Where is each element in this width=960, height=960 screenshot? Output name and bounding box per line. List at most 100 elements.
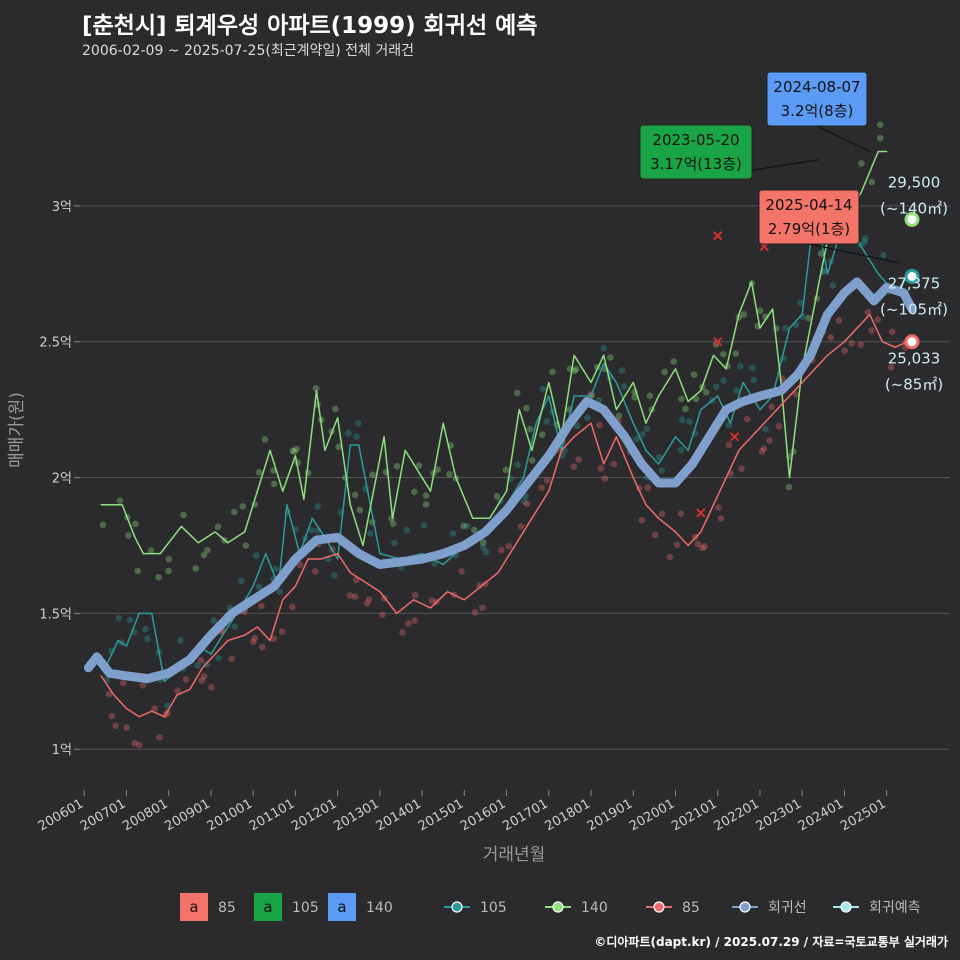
scatter-point: [393, 462, 401, 470]
scatter-point: [391, 539, 398, 547]
scatter-point: [692, 395, 700, 403]
scatter-point: [651, 531, 659, 539]
scatter-point: [289, 603, 296, 611]
callouts: 2024-08-07 3.2억(8층) 2023-05-20 3.17억(13층) 20…: [639, 71, 900, 264]
scatter-point: [479, 604, 486, 612]
scatter-point: [690, 371, 698, 378]
scatter-point: [575, 456, 582, 463]
scatter-point: [543, 477, 551, 484]
scatter-point: [699, 544, 706, 552]
scatter-point: [526, 425, 534, 433]
x-tick-label: 201201: [289, 796, 339, 834]
grid-lines: [80, 205, 950, 750]
scatter-point: [231, 623, 239, 631]
series-line-회귀선: [83, 277, 917, 684]
y-tick-label: 2억: [52, 472, 72, 487]
scatter-point: [858, 160, 865, 167]
scatter-point: [431, 560, 438, 567]
x-tick-label: 201801: [543, 796, 593, 834]
scatter-point: [369, 471, 376, 479]
x-tick-label: 201001: [205, 796, 255, 834]
source-caption: ©디아파트(dapt.kr) / 2025.07.29 / 자료=국토교통부 실…: [594, 935, 948, 949]
scatter-point: [737, 363, 744, 370]
legend-line-label: 105: [480, 900, 507, 916]
scatter-point: [147, 547, 155, 554]
scatter-point: [678, 395, 685, 403]
scatter-point: [403, 527, 410, 534]
scatter-point: [272, 565, 279, 573]
callout-box: [639, 124, 753, 180]
scatter-point: [192, 565, 200, 572]
scatter-point: [182, 676, 190, 683]
scatter-point: [829, 281, 837, 289]
y-tick-label: 1.5억: [39, 607, 72, 622]
scatter-point: [861, 235, 869, 242]
scatter-point: [655, 453, 663, 461]
x-tick-label: 202201: [711, 796, 761, 834]
scatter-point: [200, 673, 208, 680]
legend-area-label: 105: [292, 900, 319, 916]
scatter-point: [251, 634, 259, 642]
x-tick-label: 202401: [796, 796, 846, 834]
series-line-105: [104, 205, 909, 683]
scatter-point: [570, 463, 578, 470]
end-label-value: 27,375: [888, 274, 941, 292]
scatter-point: [493, 493, 501, 500]
scatter-point: [639, 431, 646, 438]
x-tick-label: 200601: [36, 796, 86, 834]
scatter-point: [694, 540, 702, 548]
y-axis-title: 매매가(원): [7, 392, 27, 468]
scatter-point: [108, 712, 116, 720]
scatter-point: [458, 568, 465, 575]
scatter-point: [600, 344, 608, 352]
scatter-point: [174, 687, 181, 695]
scatter-point: [712, 383, 720, 390]
legend-line-label: 85: [682, 900, 700, 916]
series-lines: [83, 150, 917, 718]
scatter-point: [502, 466, 510, 474]
scatter-point: [827, 334, 834, 341]
scatter-point: [308, 527, 316, 534]
scatter-point: [785, 483, 793, 491]
scatter-point: [351, 593, 359, 601]
scatter-point: [888, 328, 896, 336]
callout-value: 2.79억(1층): [768, 220, 850, 238]
x-tick-label: 202001: [627, 796, 677, 834]
scatter-point: [136, 741, 143, 749]
scatter-point: [470, 526, 478, 534]
scatter-point: [720, 377, 727, 384]
scatter-point: [258, 602, 265, 610]
scatter-point: [725, 441, 733, 449]
scatter-point: [399, 629, 406, 636]
scatter-point: [682, 405, 689, 413]
scatter-point: [482, 548, 490, 556]
scatter-point: [658, 510, 666, 518]
scatter-point: [411, 617, 419, 624]
callout-date: 2023-05-20: [652, 131, 739, 149]
x-marker: [713, 231, 723, 241]
scatter-point: [792, 390, 800, 398]
scatter-point: [210, 617, 218, 624]
scatter-point: [276, 588, 283, 595]
x-tick-label: 201901: [585, 796, 635, 834]
scatter-point: [242, 542, 250, 549]
legend-line-dot: [739, 901, 751, 913]
scatter-point: [252, 552, 260, 559]
scatter-point: [105, 690, 113, 698]
end-point-85: [904, 334, 920, 350]
scatter-point: [180, 511, 187, 519]
scatter-point: [601, 475, 609, 482]
scatter-point: [523, 500, 531, 508]
callout-value: 3.2억(8층): [781, 102, 854, 120]
scatter-point: [367, 530, 374, 537]
scatter-point: [449, 530, 457, 537]
scatter-point: [420, 521, 428, 529]
y-tick-label: 3억: [52, 200, 72, 215]
scatter-point: [677, 510, 685, 518]
scatter-point: [270, 635, 278, 643]
scatter-point: [646, 392, 654, 400]
scatter-point: [673, 541, 681, 549]
scatter-point: [631, 394, 638, 401]
scatter-point: [405, 620, 412, 627]
scatter-point: [666, 553, 674, 561]
